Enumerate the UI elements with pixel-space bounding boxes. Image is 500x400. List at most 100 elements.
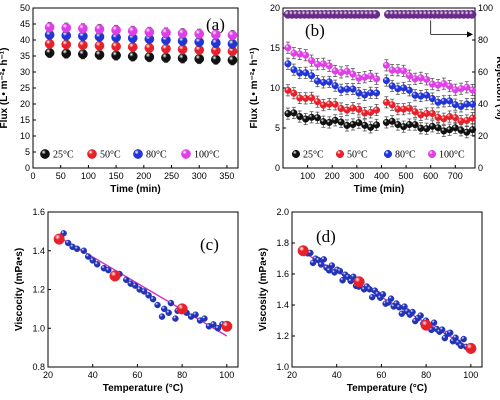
x-tick-label: 80 (177, 370, 187, 380)
x-tick-label: 250 (164, 171, 179, 181)
x-axis-title: Time (min) (354, 184, 404, 195)
data-point (434, 113, 442, 121)
data-point (194, 54, 205, 64)
y-tick-label: 15 (270, 43, 280, 53)
data-point (446, 113, 454, 121)
data-point (400, 105, 408, 113)
data-point (382, 77, 390, 85)
data-point (366, 285, 373, 293)
data-point (452, 334, 459, 342)
data-point (349, 104, 357, 112)
legend-marker (181, 149, 191, 159)
panel-label: (c) (200, 235, 219, 254)
data-point (172, 315, 179, 322)
data-point (468, 114, 477, 122)
data-point (446, 97, 454, 105)
data-point (343, 67, 351, 75)
y-tick-label: 1.6 (32, 207, 45, 217)
data-point (319, 118, 327, 126)
data-point (325, 78, 333, 86)
data-point (94, 49, 105, 60)
data-point (177, 53, 188, 64)
data-point (44, 47, 55, 58)
y-tick-label: 5 (275, 123, 280, 133)
reference-point (465, 342, 477, 354)
data-point (131, 282, 139, 289)
y-tick-label: 20 (270, 3, 280, 13)
data-point (331, 116, 339, 124)
data-point (405, 104, 413, 112)
reference-point (109, 270, 121, 282)
data-point (367, 123, 375, 131)
data-point (111, 50, 121, 61)
y-tick-label: 40 (20, 35, 30, 45)
data-point (122, 276, 130, 284)
data-point (367, 89, 375, 97)
data-point (468, 126, 477, 134)
y-tick-label: 1.4 (276, 300, 289, 310)
panel-d: 20 40 60 80 100 1.0 1.2 1.4 1.6 1.8 2.0 Temperature… (258, 207, 483, 394)
data-point (382, 118, 390, 126)
rejection-point (467, 10, 477, 19)
panel-label: (a) (206, 15, 225, 34)
x-tick-label: 150 (109, 171, 124, 181)
y-axis-title: Viscocity (mPa•s) (14, 248, 25, 331)
y-tick-label: 1.0 (32, 323, 45, 333)
data-point (214, 325, 222, 332)
y-tick-label: 15 (20, 115, 30, 125)
data-point (382, 61, 390, 69)
arrow-head (467, 31, 473, 38)
x-tick-label: 50 (56, 171, 66, 181)
data-point (451, 86, 459, 94)
data-point (343, 85, 351, 93)
y-tick-label: 1.0 (276, 362, 289, 372)
data-point (417, 312, 424, 319)
data-point (395, 304, 403, 311)
data-point (405, 72, 413, 80)
legend-marker (427, 149, 437, 159)
x-axis-title: Temperature (°C) (347, 383, 428, 394)
data-point (398, 310, 406, 317)
data-point (160, 305, 168, 313)
data-point (401, 303, 408, 310)
data-point (290, 89, 298, 97)
data-point (44, 38, 55, 49)
data-point (161, 52, 171, 63)
data-point (161, 27, 171, 38)
data-point (227, 55, 238, 66)
data-point (290, 109, 298, 117)
data-point (308, 57, 316, 65)
data-point (361, 73, 369, 81)
data-point (127, 42, 138, 52)
y2-tick-label: 0 (478, 163, 483, 173)
data-point (361, 121, 369, 129)
data-point (328, 262, 336, 269)
data-point (140, 288, 148, 295)
data-point (111, 25, 121, 35)
data-point (468, 100, 477, 108)
y-tick-label: 0 (275, 163, 280, 173)
data-point (284, 44, 292, 52)
data-point (372, 121, 381, 129)
data-point (372, 106, 381, 114)
x-tick-label: 700 (448, 171, 463, 181)
data-point (154, 301, 161, 309)
x-axis-title: Temperature (°C) (103, 383, 184, 394)
data-point (337, 104, 345, 113)
data-point (337, 118, 345, 126)
y-tick-label: 10 (20, 131, 30, 141)
data-point (325, 100, 333, 108)
data-point (405, 86, 413, 94)
y2-tick-label: 60 (478, 67, 488, 77)
data-point (400, 67, 408, 75)
reference-point (221, 320, 233, 332)
y-tick-label: 1.4 (32, 246, 45, 256)
data-point (428, 94, 436, 103)
data-point (80, 247, 88, 254)
data-point (349, 85, 357, 93)
data-point (161, 43, 171, 54)
legend-label: 25°C (303, 150, 324, 161)
data-point (457, 342, 465, 350)
data-point (349, 120, 357, 129)
data-point (64, 239, 72, 247)
